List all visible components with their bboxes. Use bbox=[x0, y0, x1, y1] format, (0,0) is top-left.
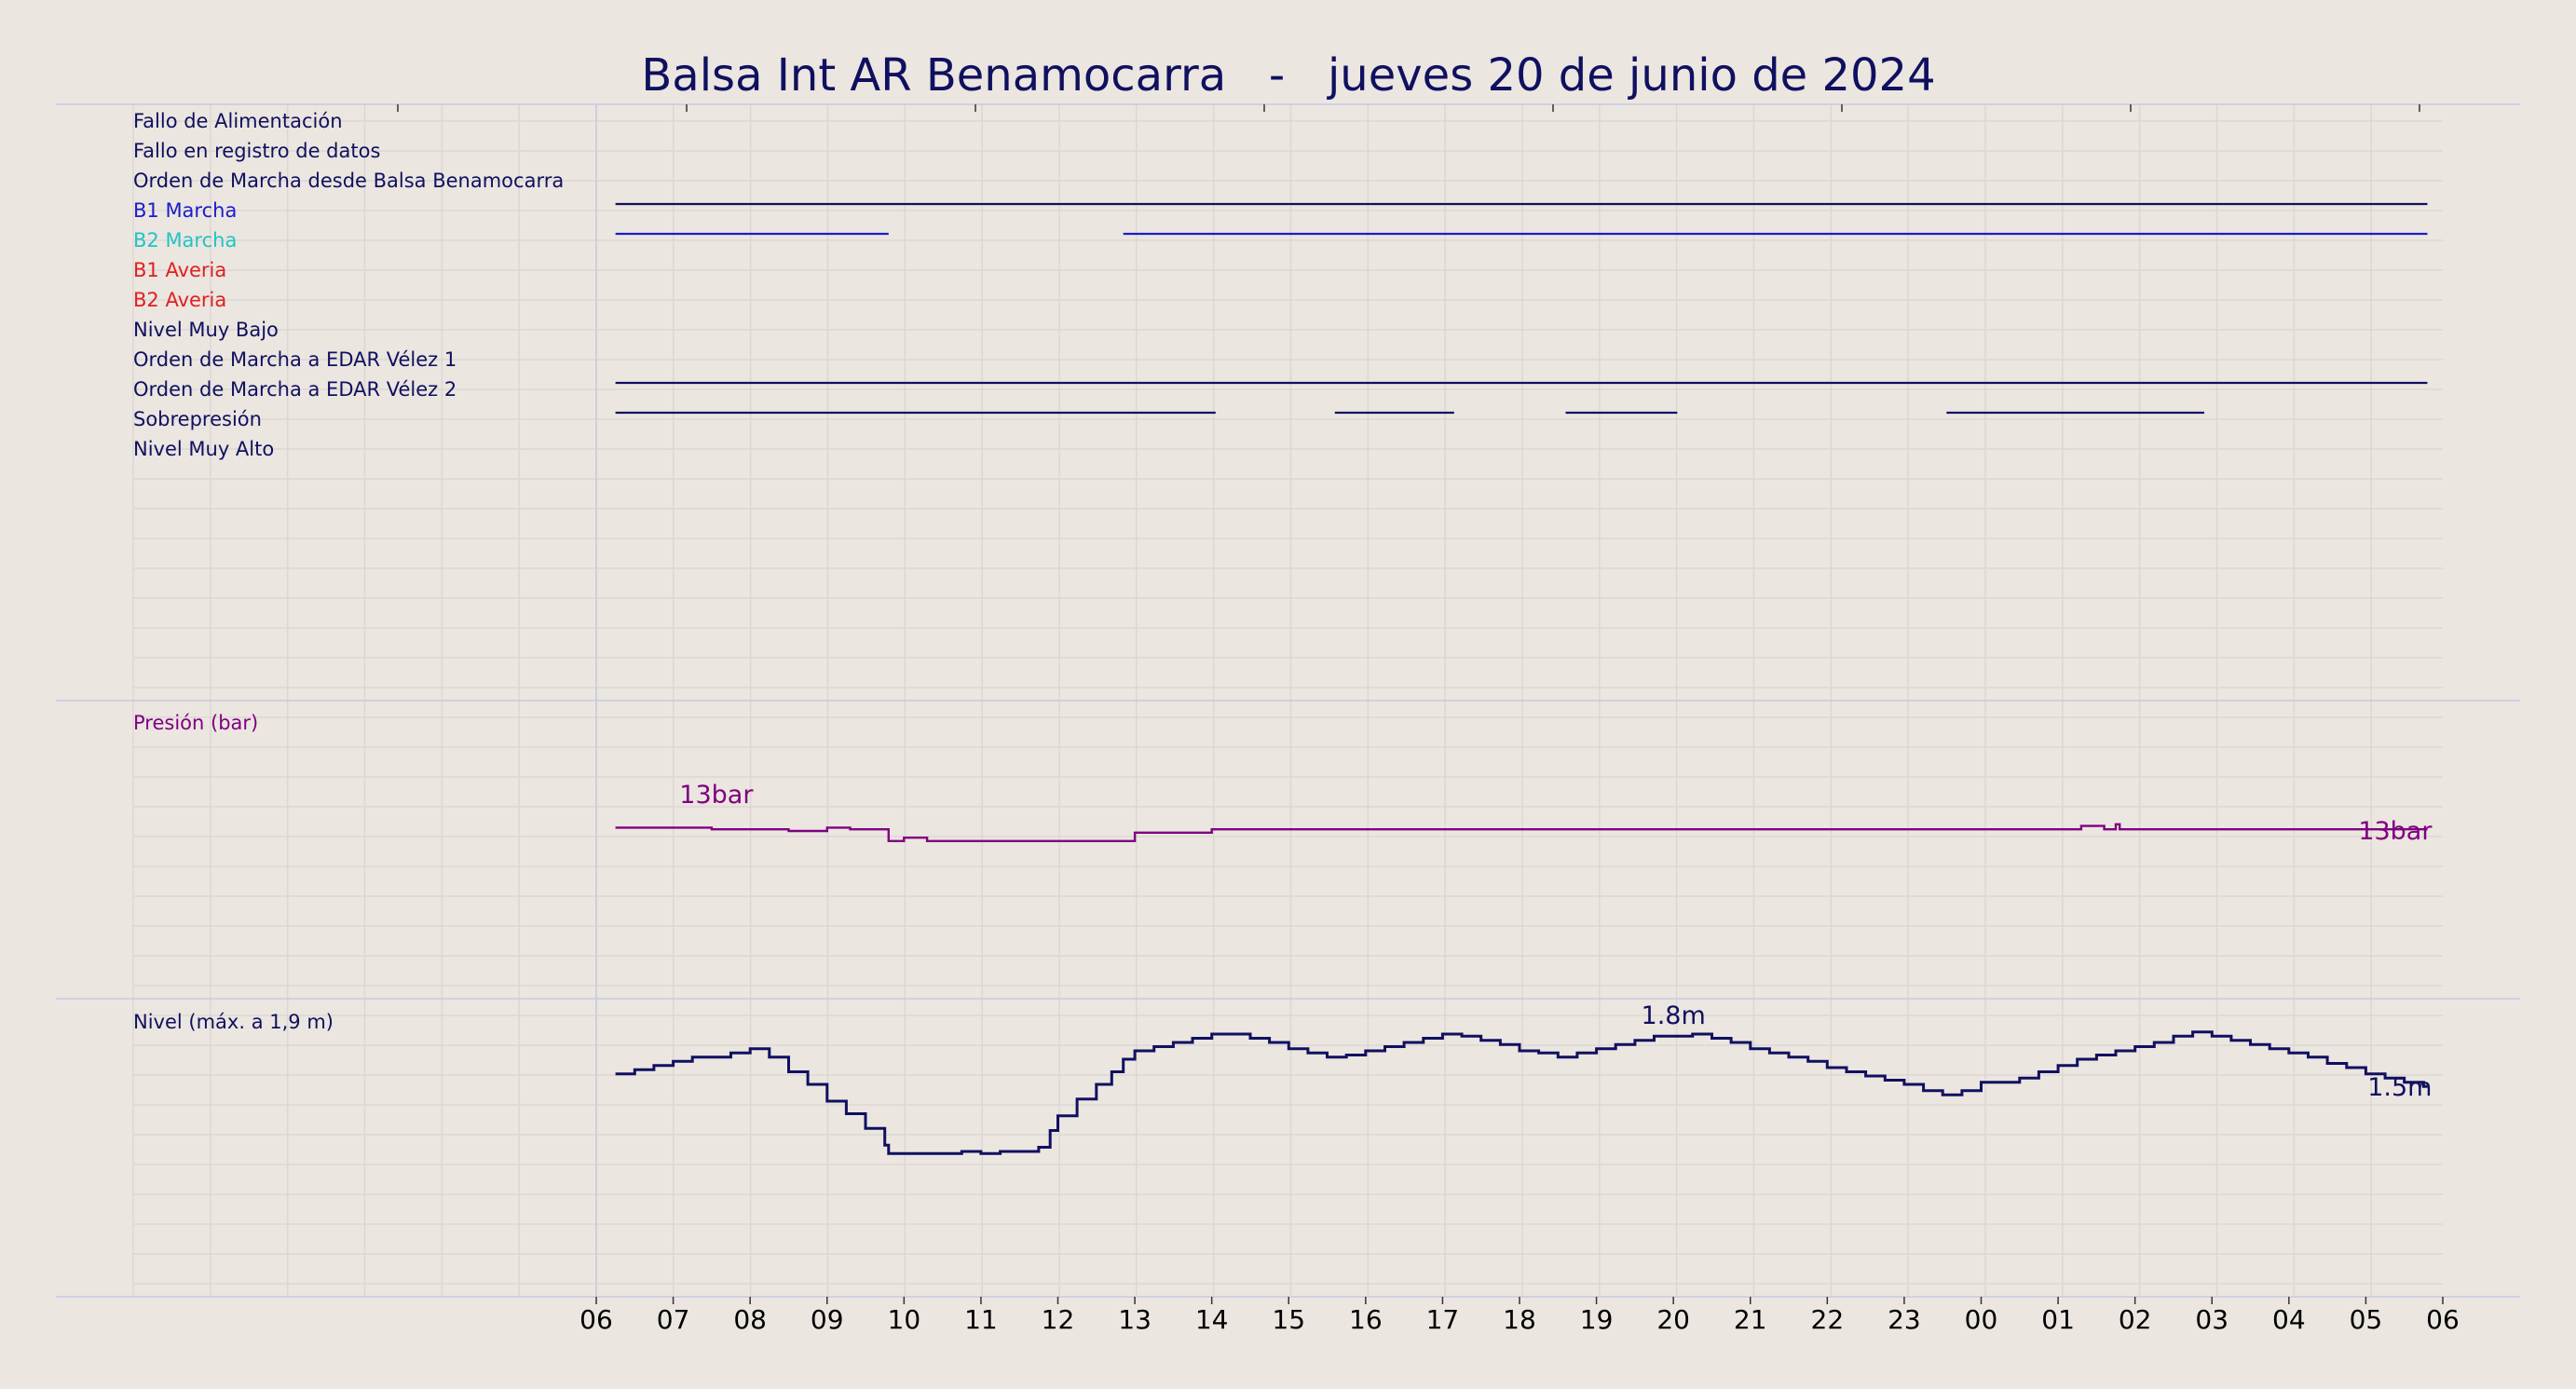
level-series-line bbox=[615, 1030, 2428, 1155]
level-annotation-end: 1.5m bbox=[2367, 1073, 2432, 1102]
x-tick-label: 12 bbox=[1042, 1304, 1075, 1335]
chart-title: Balsa Int AR Benamocarra - jueves 20 de … bbox=[641, 49, 1935, 102]
x-tick-label: 13 bbox=[1118, 1304, 1152, 1335]
x-tick-label: 00 bbox=[1965, 1304, 1998, 1335]
level-annotation-max: 1.8m bbox=[1642, 1001, 1706, 1030]
x-tick-label: 18 bbox=[1503, 1304, 1536, 1335]
signal-label: Fallo en registro de datos bbox=[133, 140, 380, 162]
x-tick-label: 05 bbox=[2350, 1304, 2383, 1335]
x-tick-label: 11 bbox=[964, 1304, 998, 1335]
pressure-series-line bbox=[615, 823, 2428, 842]
x-tick-label: 21 bbox=[1734, 1304, 1767, 1335]
signal-label: Orden de Marcha a EDAR Vélez 1 bbox=[133, 348, 457, 371]
signal-label: Fallo de Alimentación bbox=[133, 110, 343, 132]
x-tick-label: 06 bbox=[2426, 1304, 2460, 1335]
panel-frames bbox=[56, 103, 2520, 1298]
pressure-label: Presión (bar) bbox=[133, 712, 258, 734]
signal-label: Nivel Muy Bajo bbox=[133, 319, 279, 341]
x-tick-label: 09 bbox=[811, 1304, 844, 1335]
x-tick-label: 07 bbox=[657, 1304, 690, 1335]
signal-label: Nivel Muy Alto bbox=[133, 438, 274, 460]
x-tick-label: 23 bbox=[1888, 1304, 1921, 1335]
x-tick-label: 08 bbox=[733, 1304, 767, 1335]
signal-label: B1 Averia bbox=[133, 259, 226, 281]
x-tick-label: 22 bbox=[1811, 1304, 1845, 1335]
x-tick-label: 10 bbox=[888, 1304, 921, 1335]
signal-label: B2 Marcha bbox=[133, 229, 237, 252]
signal-label: B1 Marcha bbox=[133, 199, 237, 222]
level-panel: Nivel (máx. a 1,9 m) 1.8m 1.5m bbox=[133, 1001, 2432, 1155]
pressure-panel: Presión (bar) 13bar 13bar bbox=[133, 712, 2433, 846]
x-tick-label: 04 bbox=[2272, 1304, 2306, 1335]
pressure-annotation-start: 13bar bbox=[679, 781, 754, 810]
x-tick-label: 16 bbox=[1349, 1304, 1383, 1335]
level-label: Nivel (máx. a 1,9 m) bbox=[133, 1011, 334, 1033]
x-axis: 06 07 08 09 10 11 12 13 14 15 16 17 18 19 20 21 22 23 00 01… bbox=[397, 104, 2460, 1335]
pressure-annotation-end: 13bar bbox=[2358, 817, 2433, 846]
x-tick-label: 15 bbox=[1272, 1304, 1305, 1335]
x-tick-label: 02 bbox=[2119, 1304, 2152, 1335]
x-tick-label: 01 bbox=[2041, 1304, 2075, 1335]
x-tick-label: 20 bbox=[1656, 1304, 1690, 1335]
x-tick-label: 17 bbox=[1426, 1304, 1460, 1335]
signal-label: Orden de Marcha desde Balsa Benamocarra bbox=[133, 170, 564, 192]
x-tick-label: 03 bbox=[2195, 1304, 2228, 1335]
x-tick-label: 06 bbox=[579, 1304, 613, 1335]
signal-label: Sobrepresión bbox=[133, 408, 262, 430]
signal-panel: Fallo de Alimentación Fallo en registro d… bbox=[133, 110, 2428, 460]
x-tick-label: 14 bbox=[1195, 1304, 1229, 1335]
x-tick-label: 19 bbox=[1580, 1304, 1614, 1335]
signal-label: B2 Averia bbox=[133, 289, 226, 311]
signal-label: Orden de Marcha a EDAR Vélez 2 bbox=[133, 378, 457, 401]
